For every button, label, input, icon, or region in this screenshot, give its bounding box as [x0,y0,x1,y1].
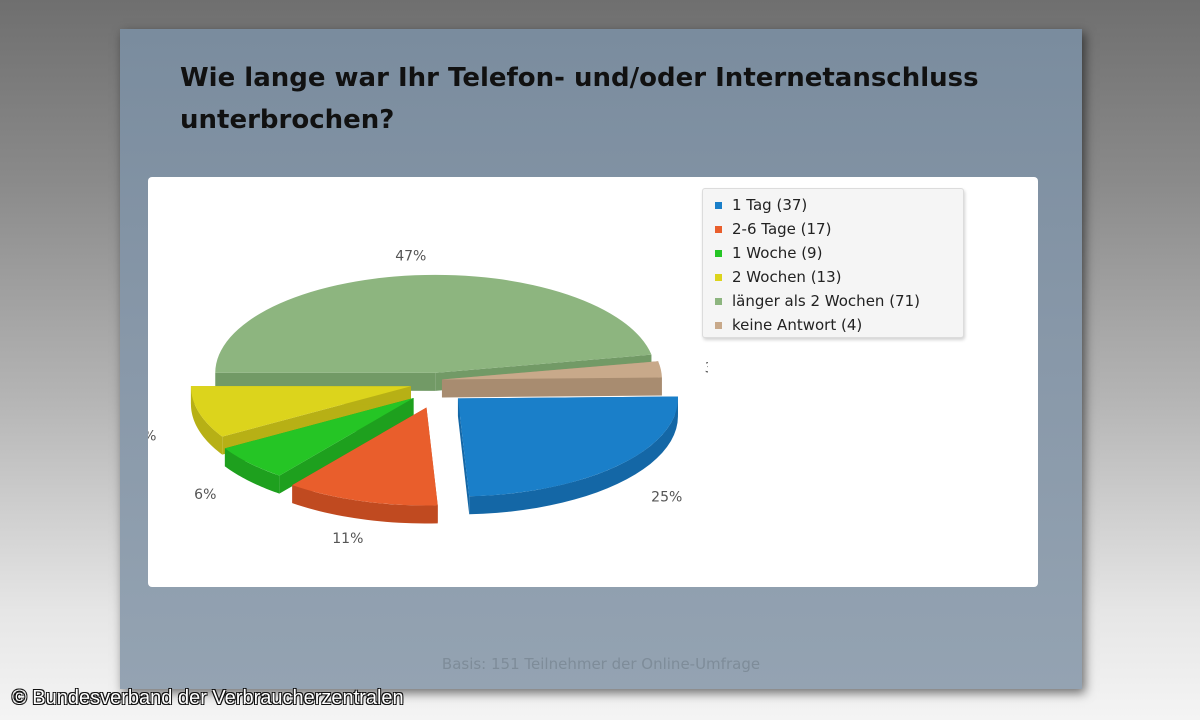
legend-label: 1 Woche (9) [732,244,823,262]
legend-swatch [715,201,722,209]
legend-item: keine Antwort (4) [715,313,963,337]
legend-label: länger als 2 Wochen (71) [732,292,920,310]
legend-swatch [715,249,722,257]
chart-legend: 1 Tag (37) 2-6 Tage (17) 1 Woche (9) 2 Woch… [702,188,964,338]
chart-panel: 25%11%6%9%47%3% 1 Tag (37)2-6 Tage (17)1… [148,177,1038,587]
legend-item: 1 Woche (9) [715,241,963,265]
pie-slice [292,407,438,524]
slide-title: Wie lange war Ihr Telefon- und/oder Inte… [180,63,979,135]
legend-swatch [715,321,722,329]
footnote: Basis: 151 Teilnehmer der Online-Umfrage [441,655,761,673]
legend-item: 2 Wochen (13) [715,265,963,289]
slice-percent-label: 3% [705,360,708,376]
legend-label: 2-6 Tage (17) [732,220,832,238]
pie-slice [441,361,662,398]
pie-slice [190,386,411,455]
pie-chart: 25% 11% 6% 9% 47% 3% [148,249,708,547]
slice-percent-label: 47% [395,249,426,265]
slide: Wie lange war Ihr Telefon- und/oder Inte… [120,29,1082,689]
copyright-notice: © Bundesverband der Verbraucherzentralen [12,687,404,709]
slice-percent-label: 11% [332,531,363,547]
legend-swatch [715,273,722,281]
legend-item: 2-6 Tage (17) [715,217,963,241]
legend-label: 2 Wochen (13) [732,268,842,286]
legend-item: länger als 2 Wochen (71) [715,289,963,313]
legend-label: keine Antwort (4) [732,316,863,334]
legend-label: 1 Tag (37) [732,196,808,214]
pie-slice [224,397,414,494]
legend-item: 1 Tag (37) [715,193,963,217]
slice-percent-label: 6% [194,487,216,503]
legend-swatch [715,297,722,305]
legend-swatch [715,225,722,233]
slice-percent-label: 25% [651,490,682,506]
slice-percent-label: 9% [148,429,156,445]
pie-slice [457,396,678,515]
